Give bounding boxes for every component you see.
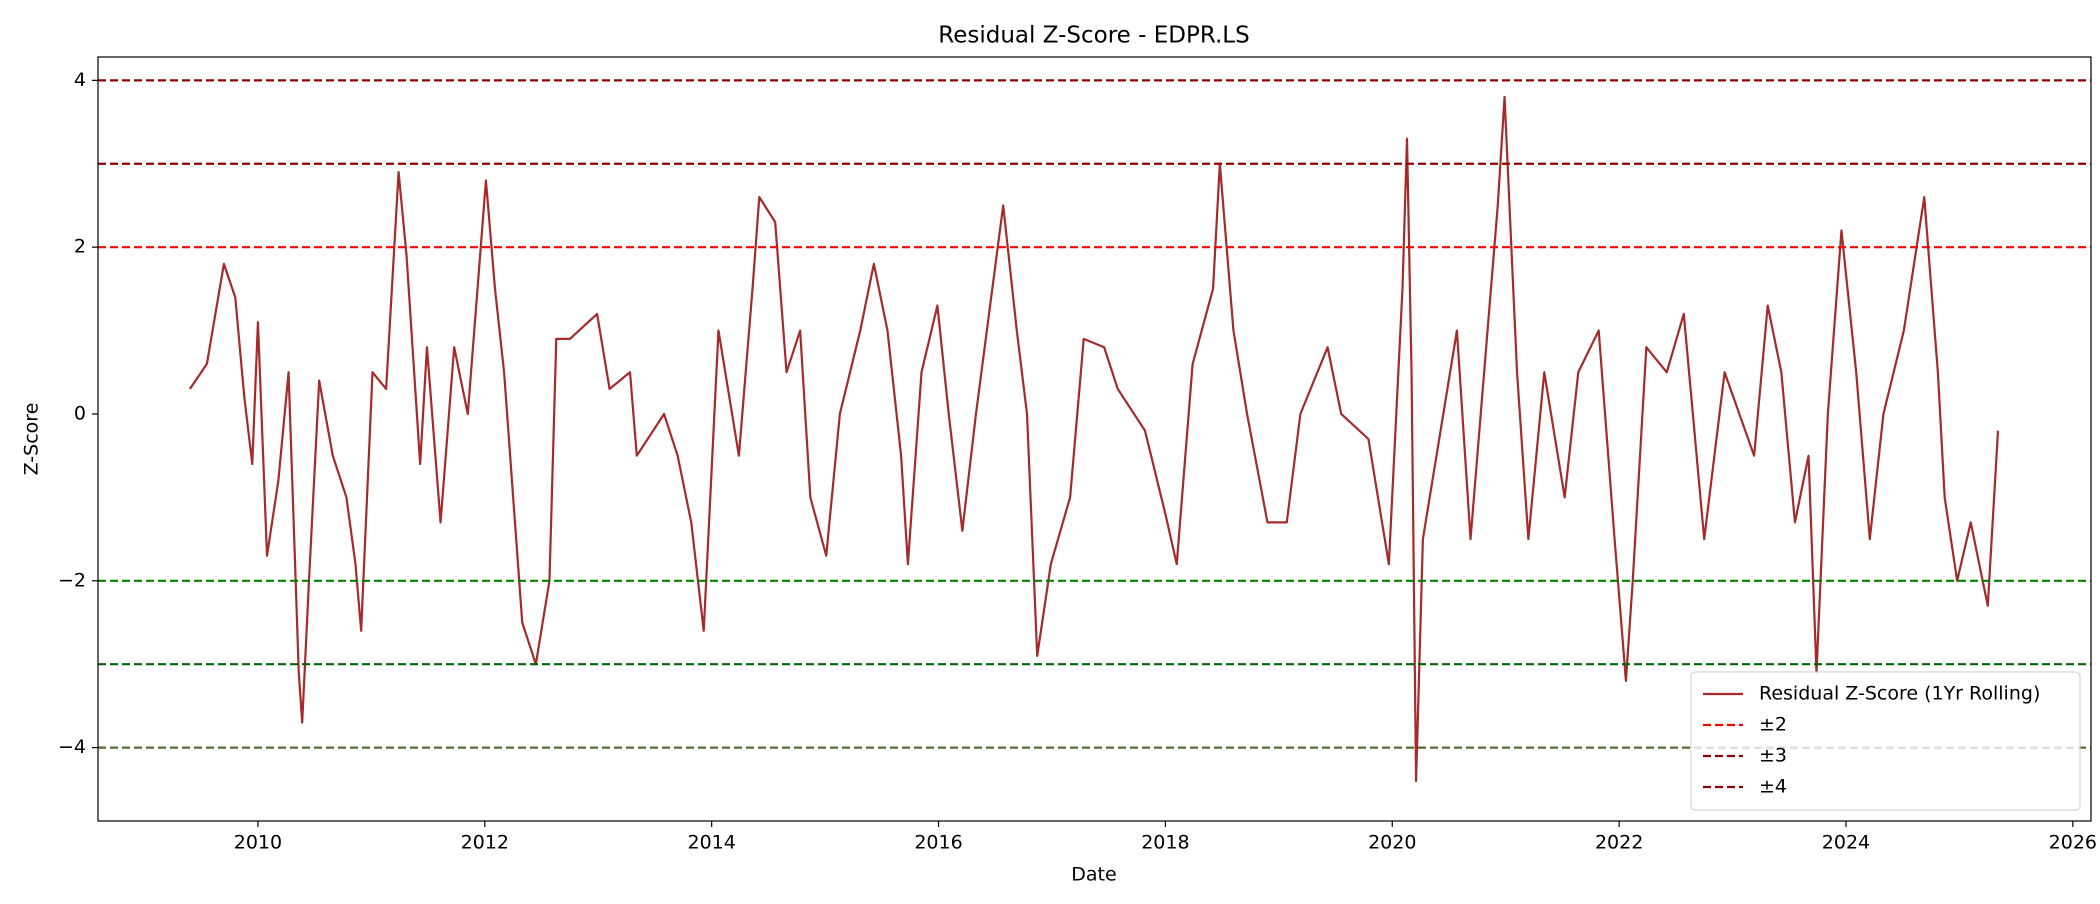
chart-title: Residual Z-Score - EDPR.LS [938,23,1249,49]
x-axis-label: Date [1071,864,1116,886]
legend-label: ±4 [1759,776,1787,798]
x-tick-label: 2016 [914,832,962,854]
y-tick-label: 0 [74,402,86,424]
y-axis-label: Z-Score [21,403,43,476]
legend-label: ±3 [1759,745,1787,767]
x-tick-label: 2012 [461,832,509,854]
legend-label: ±2 [1759,714,1787,736]
plot-frame [97,56,2092,822]
series-line [188,95,2000,783]
y-tick-label: 2 [74,236,86,258]
x-tick-label: 2018 [1141,832,1189,854]
x-tick-label: 2014 [687,832,735,854]
legend-label: Residual Z-Score (1Yr Rolling) [1759,683,2040,705]
y-tick-label: 4 [74,69,86,91]
y-tick-label: −4 [58,736,86,758]
x-tick-label: 2010 [234,832,282,854]
x-tick-label: 2026 [2049,832,2097,854]
y-tick-label: −2 [58,569,86,591]
x-tick-label: 2024 [1822,832,1870,854]
x-tick-label: 2022 [1595,832,1643,854]
legend-box [1690,671,2081,811]
x-tick-label: 2020 [1368,832,1416,854]
